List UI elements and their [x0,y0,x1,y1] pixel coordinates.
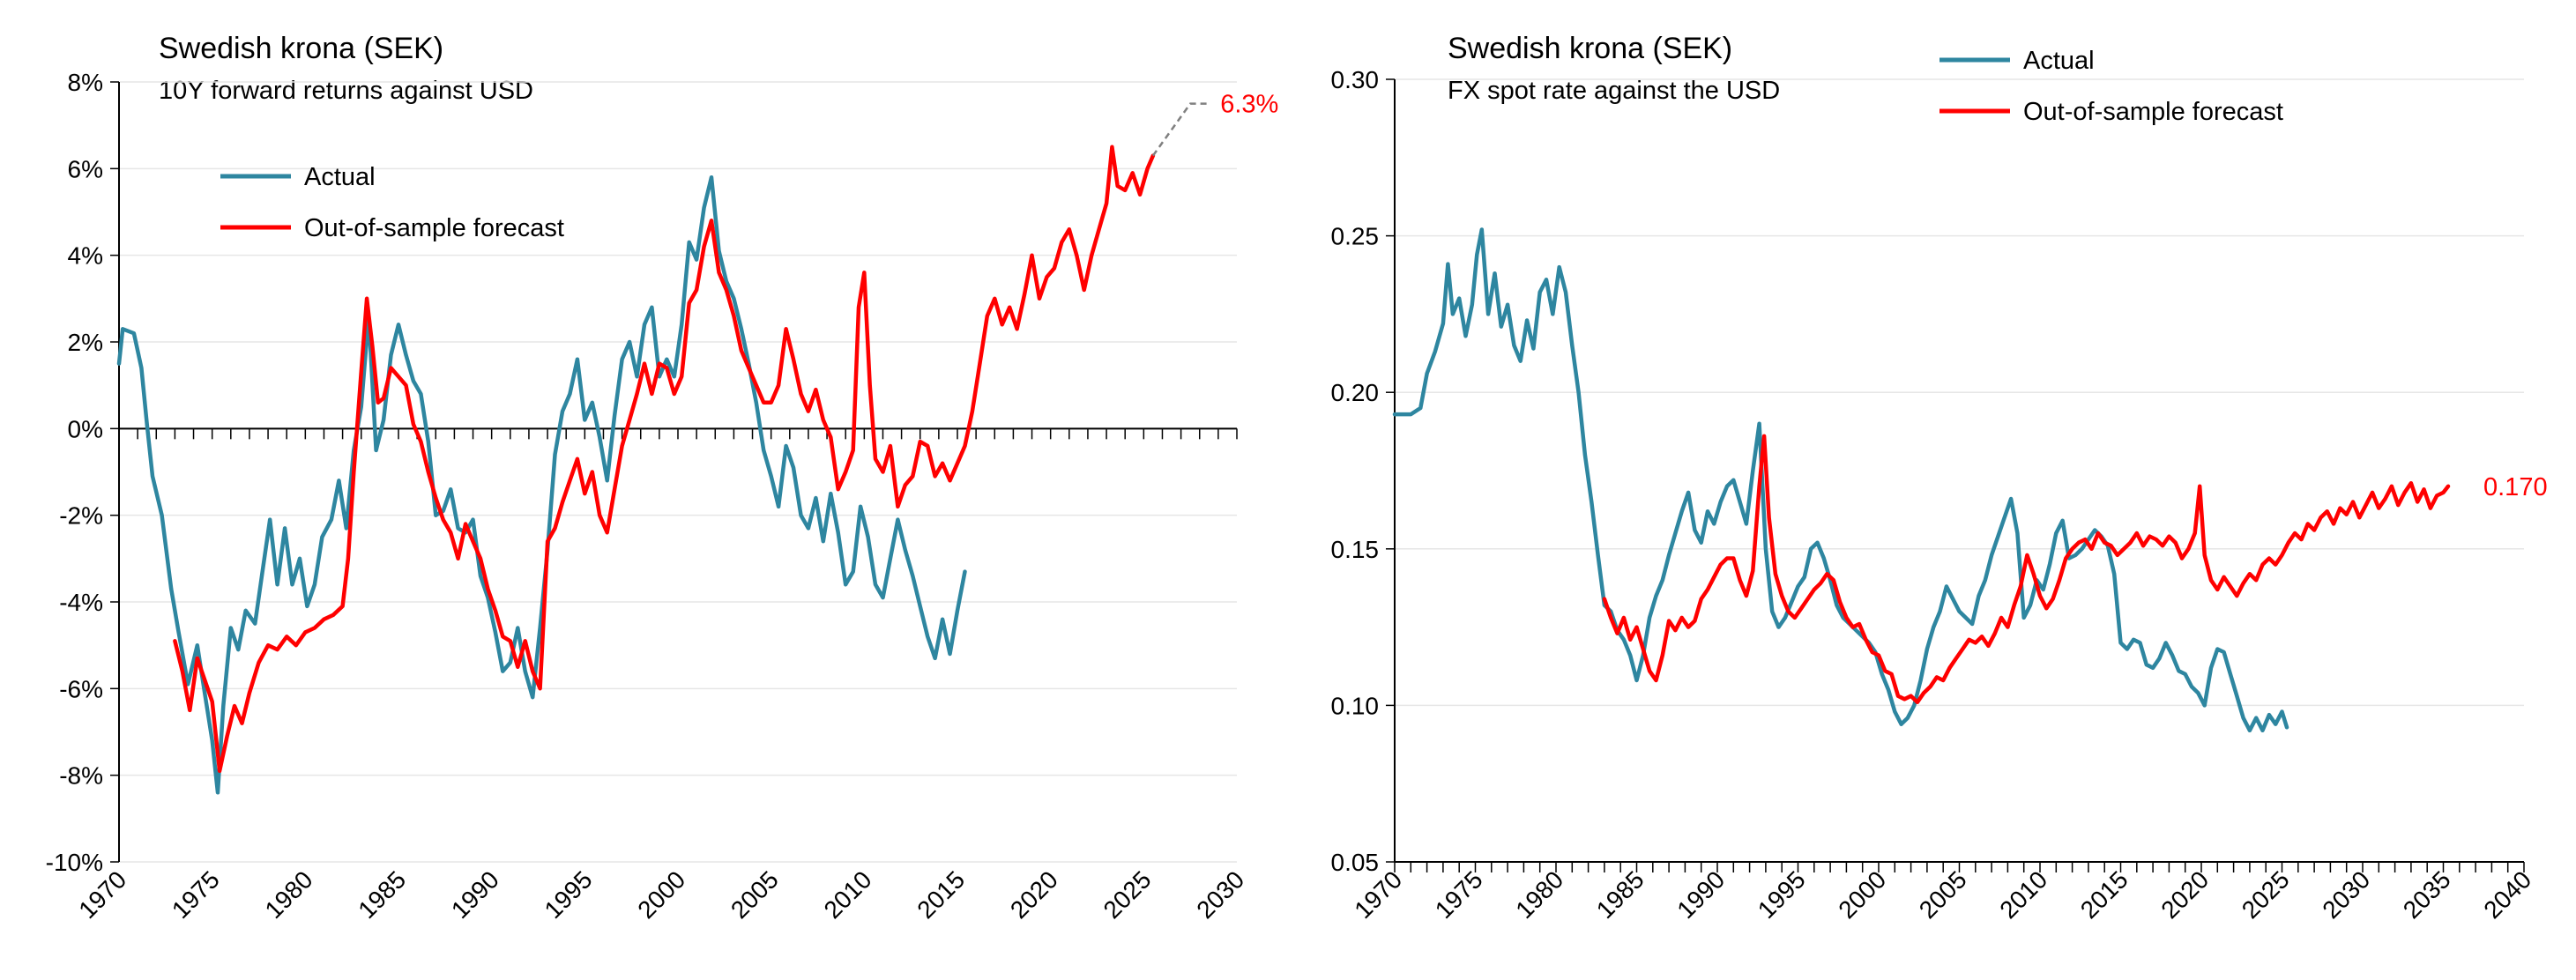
end-label-group: 6.3% [1151,91,1278,157]
x-tick-label: 2005 [726,865,784,924]
series-line-actual [1392,227,2289,733]
y-tick-label: -10% [46,849,103,876]
x-tick-label: 1980 [1510,865,1568,924]
x-tick-labels: 1970 1975 1980 1985 1990 1995 2000 2005 2010 2015… [1349,865,2536,924]
legend-label-forecast: Out-of-sample forecast [304,214,564,242]
series-lines [116,145,1156,795]
end-label-value: 0.170 [2483,473,2548,501]
y-tick-label: -8% [59,762,103,790]
x-tick-label: 1990 [1671,865,1730,924]
x-tick-label: 1985 [353,865,411,924]
y-tick-labels: 8% 6% 4% 2% 0% -2% -4% -6% -8% -10% [46,69,103,876]
series-lines [1392,227,2451,733]
legend-label-actual: Actual [2023,47,2095,75]
series-line-forecast [1602,434,2451,705]
x-tick-label: 2000 [632,865,690,924]
chart-panel-spot-rate: Swedish krona (SEK) FX spot rate against… [1287,0,2576,980]
x-tick-label: 1975 [1430,865,1488,924]
y-tick-label: 0.15 [1331,536,1380,563]
x-tick-label: 2015 [2075,865,2133,924]
x-tick-label: 2025 [2237,865,2295,924]
x-tick-label: 2040 [2478,865,2536,924]
y-tick-label: -2% [59,502,103,530]
y-tick-label: 6% [68,155,103,182]
y-tick-label: 0.20 [1331,379,1380,406]
x-tick-label: 2030 [2317,865,2375,924]
x-tick-label: 2015 [912,865,970,924]
grid-lines [1395,78,2524,863]
x-tick-label: 2025 [1098,865,1157,924]
grid-lines [119,81,1237,863]
x-tick-label: 2010 [819,865,877,924]
chart-title: Swedish krona (SEK) [1448,32,1732,65]
chart-subtitle: FX spot rate against the USD [1448,77,1780,105]
y-tick-label: -4% [59,589,103,616]
chart-title: Swedish krona (SEK) [159,32,443,65]
x-tick-label: 1975 [167,865,225,924]
x-tick-label: 2010 [1994,865,2052,924]
chart-forward-returns: Swedish krona (SEK) 10Y forward returns … [46,32,1279,924]
y-tick-label: 4% [68,242,103,270]
legend-label-forecast: Out-of-sample forecast [2023,98,2283,126]
x-tick-labels: 1970 1975 1980 1985 1990 1995 2000 2005 2010 2015… [73,865,1249,924]
end-label-leader-line [1151,102,1209,157]
x-tick-label: 2005 [1914,865,1972,924]
y-tick-label: 0.05 [1331,849,1380,876]
x-tick-label: 2035 [2398,865,2456,924]
y-tick-label: 0.25 [1331,223,1380,250]
x-tick-label: 2000 [1833,865,1891,924]
x-tick-label: 1990 [446,865,504,924]
y-tick-label: 0.30 [1331,66,1380,93]
x-tick-label: 1995 [1753,865,1811,924]
x-tick-label: 1980 [260,865,318,924]
legend-label-actual: Actual [304,163,376,191]
chart-spot-rate: Swedish krona (SEK) FX spot rate against… [1331,32,2548,924]
x-tick-label: 2020 [1005,865,1063,924]
x-tick-label: 2030 [1191,865,1249,924]
x-tick-label: 2020 [2155,865,2214,924]
y-tick-label: 8% [68,69,103,96]
y-tick-label: 2% [68,329,103,356]
chart-subtitle: 10Y forward returns against USD [159,77,533,105]
axes [110,81,1238,863]
end-label-value: 6.3% [1220,91,1278,119]
y-tick-label: 0.10 [1331,692,1380,719]
chart-panel-forward-returns: Swedish krona (SEK) 10Y forward returns … [0,0,1287,980]
axes [1386,78,2525,872]
legend: Actual Out-of-sample forecast [220,163,564,242]
legend: Actual Out-of-sample forecast [1939,47,2283,126]
y-tick-label: -6% [59,675,103,702]
x-tick-label: 1985 [1591,865,1649,924]
x-tick-label: 1995 [540,865,598,924]
y-tick-label: 0% [68,415,103,442]
y-tick-labels: 0.30 0.25 0.20 0.15 0.10 0.05 [1331,66,1380,876]
